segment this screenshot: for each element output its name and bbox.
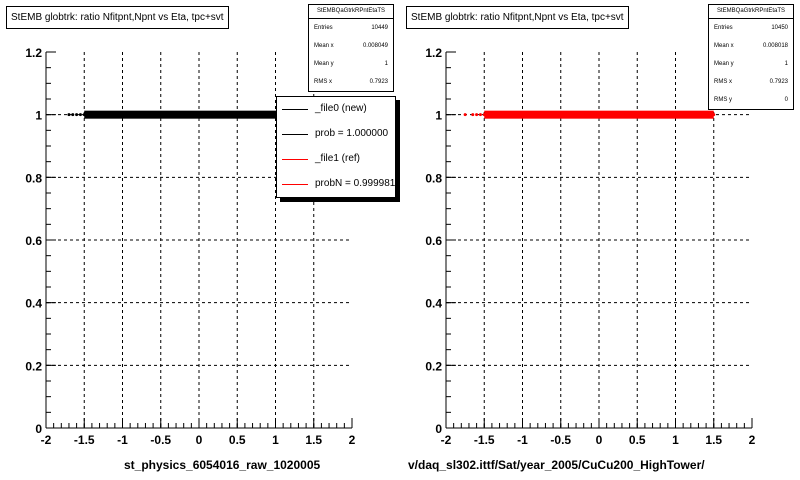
x-tick-label: 0.5 [229,433,246,447]
legend-entry: _file0 (new) [277,97,395,122]
footer-label: v/daq_sl302.ittf/Sat/year_2005/CuCu200_H… [408,458,705,472]
stats-row: RMS x 0.7923 [309,73,393,91]
legend-label: _file1 (ref) [315,153,361,164]
stats-row: RMS x 0.7923 [709,73,793,91]
stats-name: StEMBQaGtrkRPntEtaTS [709,5,793,19]
legend-swatch [282,159,308,160]
y-tick-label: 0.2 [25,359,42,373]
y-tick-label: 0.4 [25,297,42,311]
data-point [67,113,71,117]
x-tick-label: 0 [196,433,203,447]
y-tick-label: 0.6 [25,234,42,248]
y-tick-label: 0.6 [425,234,442,248]
x-tick-label: -2 [441,433,452,447]
right-chart-panel: -2 -1.5 -1 -0.5 0 0.5 1 1.5 2 0 0.2 0.4 0.6 0.8 1 1.2 S… [400,0,800,480]
x-tick-label: 0 [596,433,603,447]
stats-label: Mean x [314,43,334,49]
legend-swatch [282,134,308,135]
stats-label: Mean x [714,43,734,49]
x-tick-label: -1.5 [74,433,95,447]
chart-title: StEMB globtrk: ratio Nfitpnt,Npnt vs Eta… [6,6,229,29]
stats-label: Mean y [314,61,334,67]
y-tick-label: 0.2 [425,359,442,373]
data-point [71,113,75,117]
y-tick-label: 0.4 [425,297,442,311]
data-point [478,113,482,117]
x-tick-label: 2 [749,433,756,447]
stats-row: Entries 10450 [709,19,793,37]
data-band [484,110,714,119]
stats-value: 0 [784,97,788,103]
stats-box: StEMBQaGtrkRPntEtaTS Entries 10450 Mean x… [708,4,794,110]
data-point [75,113,79,117]
x-tick-label: -0.5 [550,433,571,447]
x-tick-label: 0.5 [629,433,646,447]
legend-swatch [282,109,308,110]
stats-row: RMS y 0 [709,91,793,109]
x-tick-label: -1.5 [474,433,495,447]
stats-label: Mean y [714,61,734,67]
stats-value: 10450 [771,25,788,31]
x-tick-label: -2 [41,433,52,447]
x-tick-label: 1 [672,433,679,447]
data-point [78,113,82,117]
y-tick-label: 1 [35,109,42,123]
stats-value: 0.008049 [362,43,388,49]
stats-row: Mean y 1 [709,55,793,73]
stats-label: RMS x [714,79,732,85]
stats-value: 0.008018 [762,43,788,49]
y-tick-label: 0.8 [25,171,42,185]
x-tick-label: 1.5 [705,433,722,447]
x-tick-label: -1 [517,433,528,447]
right-chart-svg: -2 -1.5 -1 -0.5 0 0.5 1 1.5 2 0 0.2 0.4 0.6 0.8 1 1.2 [425,46,756,447]
stats-box: StEMBQaGtrkRPntEtaTS Entries 10449 Mean x… [308,4,394,92]
x-tick-label: -1 [117,433,128,447]
legend-swatch [282,184,308,185]
left-chart-svg: -2 -1.5 -1 -0.5 0 0.5 1 1.5 2 0 0.2 0.4 0.6 0.8 1 1.2 [25,46,356,447]
legend-entry: probN = 0.999981 [277,172,395,197]
y-tick-label: 0.8 [425,171,442,185]
stats-row: Entries 10449 [309,19,393,37]
stats-value: 1 [784,61,788,67]
legend-box: _file0 (new) prob = 1.000000 _file1 (ref… [276,96,396,198]
chart-title: StEMB globtrk: ratio Nfitpnt,Npnt vs Eta… [406,6,629,29]
data-band [84,110,322,119]
x-tick-label: -0.5 [150,433,171,447]
stats-row: Mean y 1 [309,55,393,73]
y-tick-label: 1.2 [25,46,42,60]
stats-label: RMS y [714,97,732,103]
y-tick-label: 0 [435,422,442,436]
stats-value: 10449 [371,25,388,31]
data-point [475,113,479,117]
x-tick-label: 1.5 [305,433,322,447]
stats-label: RMS x [314,79,332,85]
stats-value: 1 [384,61,388,67]
stats-label: Entries [714,25,733,31]
stats-row: Mean x 0.008018 [709,37,793,55]
stats-name: StEMBQaGtrkRPntEtaTS [309,5,393,19]
legend-label: prob = 1.000000 [315,128,389,139]
left-chart-panel: -2 -1.5 -1 -0.5 0 0.5 1 1.5 2 0 0.2 0.4 0.6 0.8 1 1.2 S… [6,4,396,472]
data-point [471,113,475,117]
y-tick-label: 1 [435,109,442,123]
stats-label: Entries [314,25,333,31]
legend-entry: _file1 (ref) [277,147,395,172]
data-point [463,113,467,117]
x-tick-label: 2 [349,433,356,447]
footer-label: st_physics_6054016_raw_1020005 [124,458,321,472]
legend-label: probN = 0.999981 [315,178,396,189]
legend-entry: prob = 1.000000 [277,122,395,147]
stats-row: Mean x 0.008049 [309,37,393,55]
stats-value: 0.7923 [769,79,788,85]
stats-value: 0.7923 [369,79,388,85]
x-tick-label: 1 [272,433,279,447]
y-tick-label: 1.2 [425,46,442,60]
legend-label: _file0 (new) [315,103,367,114]
y-tick-label: 0 [35,422,42,436]
